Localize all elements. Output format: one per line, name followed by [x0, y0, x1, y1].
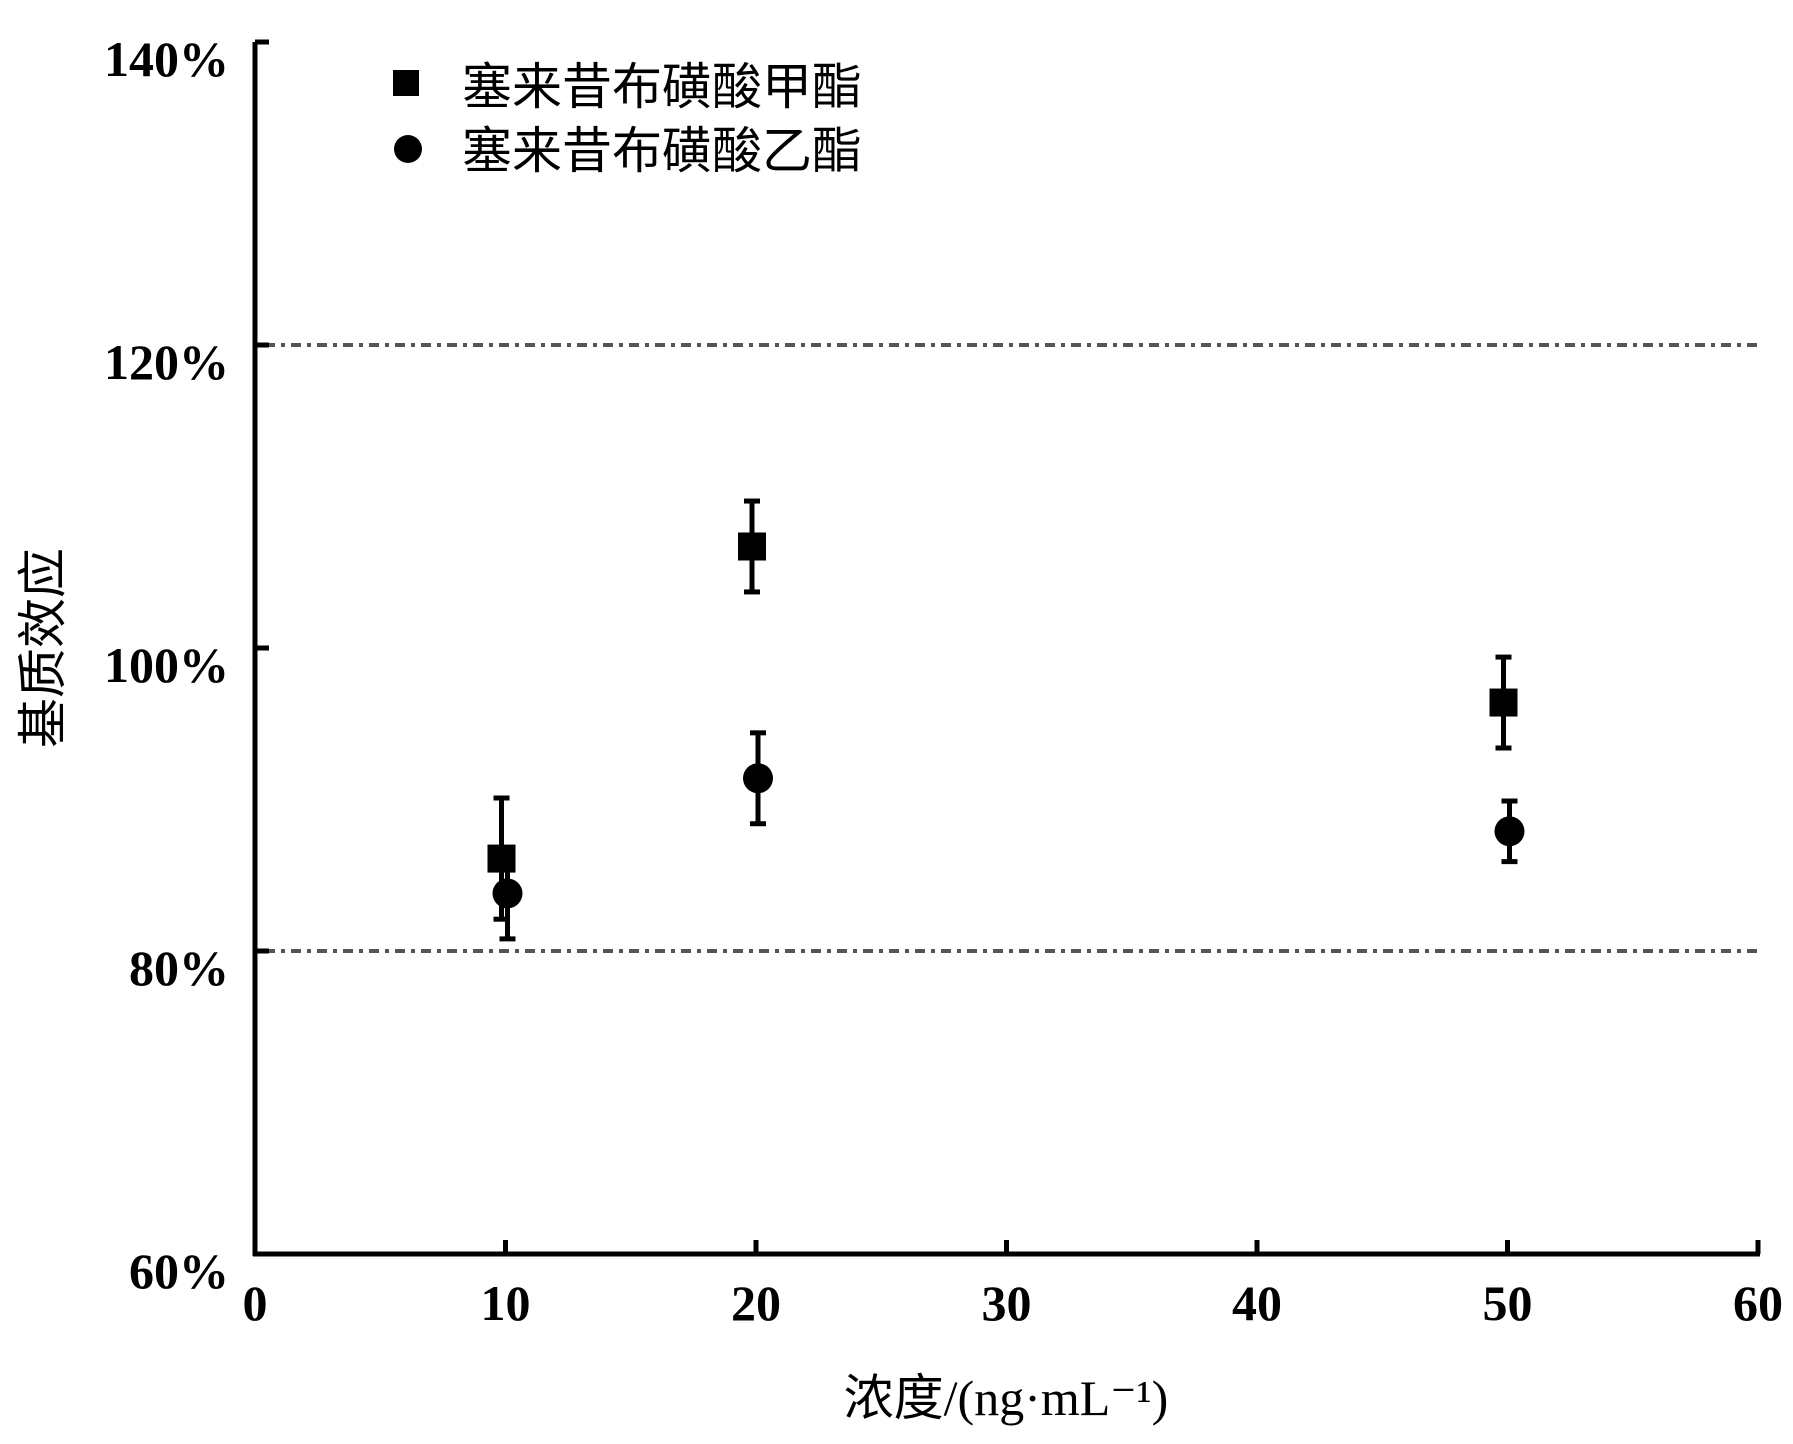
data-point-square — [738, 532, 766, 561]
axes: 0 10 20 30 40 50 60 60% 80% 100% 120% 140% — [104, 31, 1783, 1331]
y-axis-label: 基质效应 — [15, 548, 71, 748]
y-tick-label: 60% — [129, 1243, 229, 1299]
reference-lines — [255, 343, 1758, 953]
legend-marker-square — [393, 70, 419, 96]
x-tick-label: 0 — [243, 1275, 268, 1331]
x-tick-label: 10 — [481, 1275, 531, 1331]
legend-label-0: 塞来昔布磺酸甲酯 — [462, 59, 862, 115]
data-point-circle — [1494, 816, 1525, 847]
data-point-circle — [743, 763, 773, 794]
y-tick-label: 80% — [129, 940, 229, 996]
legend: 塞来昔布磺酸甲酯 塞来昔布磺酸乙酯 — [393, 59, 862, 179]
y-tick-label: 140% — [104, 31, 229, 87]
x-tick-label: 60 — [1733, 1275, 1783, 1331]
legend-marker-circle — [394, 135, 422, 163]
x-tick-label: 50 — [1483, 1275, 1533, 1331]
x-tick-label: 20 — [731, 1275, 781, 1331]
x-axis-label: 浓度/(ng·mL⁻¹) — [844, 1370, 1169, 1426]
x-tick-label: 30 — [982, 1275, 1032, 1331]
y-tick-label: 100% — [104, 637, 229, 693]
data-point-circle — [492, 878, 523, 909]
data-point-square — [1489, 688, 1518, 717]
legend-label-1: 塞来昔布磺酸乙酯 — [462, 123, 862, 179]
x-tick-label: 40 — [1232, 1275, 1282, 1331]
y-tick-label: 120% — [104, 334, 229, 390]
data-marks — [487, 498, 1525, 942]
